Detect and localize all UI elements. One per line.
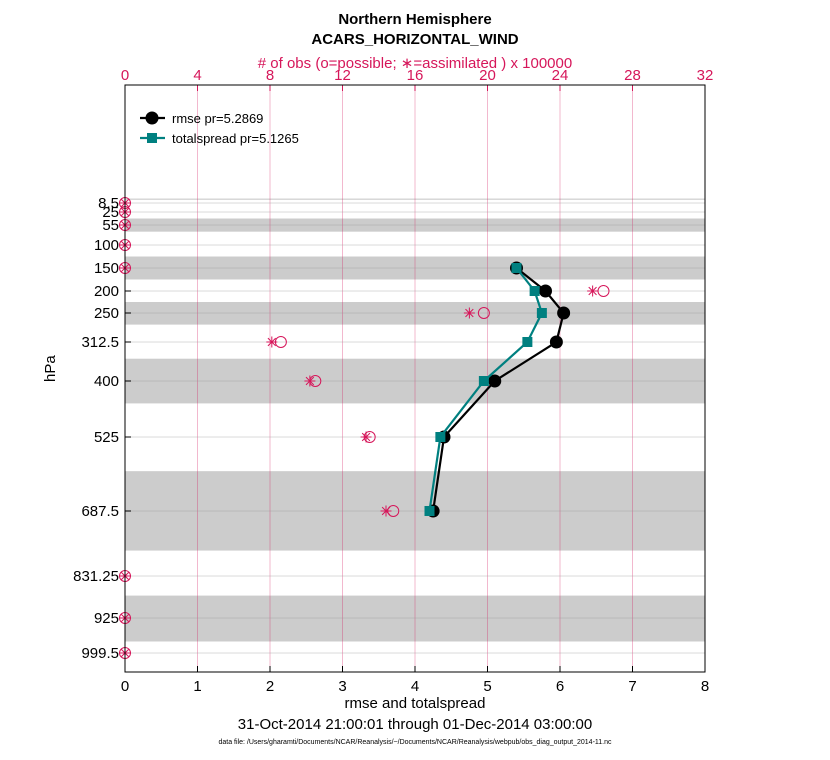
y-tick-label: 999.5 [81,645,119,662]
legend: rmse pr=5.2869 totalspread pr=5.1265 [140,111,299,146]
asterisk-stroke [305,376,315,386]
legend-label: totalspread pr=5.1265 [172,131,299,146]
rmse-point [488,374,502,388]
y-tick-label: 8.5 [98,195,119,212]
x-tick-label: 2 [266,678,274,695]
x-tick-label: 6 [556,678,564,695]
obs-assimilated-marker [266,336,278,348]
grid-lines [124,85,706,672]
totalspread-point [478,376,489,386]
obs-assimilated-marker [360,431,372,443]
top-axis-label: # of obs (o=possible; ∗=assimilated ) x … [257,55,573,72]
rmse-point [549,335,563,349]
totalspread-point [529,286,540,296]
chart-subtitle: ACARS_HORIZONTAL_WIND [311,31,519,48]
x-axis-ticks: 0 1 2 3 4 5 6 7 8 [121,666,709,695]
y-tick-label: 312.5 [81,334,119,351]
totalspread-point [424,506,435,516]
y-tick-label: 100 [94,237,119,254]
x-tick-label: 0 [121,678,129,695]
asterisk-stroke [465,308,474,318]
totalspread-point [435,432,446,442]
top-tick-label: 24 [552,67,569,84]
x-tick-label: 5 [483,678,491,695]
obs-assimilated-marker [587,285,599,297]
obs-assimilated-marker [304,375,316,387]
obs-assimilated-marker [380,505,392,517]
top-tick-label: 4 [193,67,201,84]
y-tick-label: 200 [94,283,119,300]
data-file-path: data file: /Users/gharamti/Documents/NCA… [218,739,612,746]
top-tick-label: 16 [407,67,424,84]
chart-title: Northern Hemisphere [338,11,492,28]
asterisk-stroke [361,432,371,442]
x-tick-label: 1 [193,678,201,695]
y-tick-label: 25 [102,204,119,221]
legend-rmse-marker [145,111,159,125]
top-tick-label: 20 [479,67,496,84]
totalspread-point [522,337,533,347]
x-tick-label: 8 [701,678,709,695]
top-tick-label: 12 [334,67,351,84]
legend-label: rmse pr=5.2869 [172,111,263,126]
y-tick-label: 687.5 [81,503,119,520]
x-tick-label: 3 [338,678,346,695]
top-tick-label: 8 [266,67,274,84]
y-tick-label: 525 [94,429,119,446]
top-tick-label: 0 [121,67,129,84]
asterisk-stroke [267,337,277,347]
y-tick-label: 400 [94,373,119,390]
rmse-point [557,306,571,320]
obs-assimilated-marker [463,307,475,319]
y-tick-label: 250 [94,305,119,322]
y-axis-label: hPa [42,355,59,382]
top-tick-label: 32 [697,67,714,84]
plot-frame [124,84,706,673]
totalspread-point [536,308,547,318]
x-tick-label: 4 [411,678,419,695]
date-range: 31-Oct-2014 21:00:01 through 01-Dec-2014… [237,716,593,733]
x-tick-label: 7 [628,678,636,695]
rmse-point [539,284,552,298]
y-tick-label: 925 [94,610,119,627]
obs-possible-marker [477,307,490,319]
totalspread-point [511,263,522,273]
x-axis-label: rmse and totalspread [344,695,486,712]
top-tick-label: 28 [624,67,641,84]
y-tick-label: 55 [102,217,119,234]
legend-totalspread-marker [147,133,157,143]
top-axis-ticks: 0 4 8 12 16 20 24 28 32 [121,67,714,91]
asterisk-stroke [381,506,391,516]
data-series [424,261,571,518]
asterisk-stroke [588,286,597,296]
y-tick-label: 831.25 [73,568,119,585]
y-tick-label: 150 [94,260,119,277]
